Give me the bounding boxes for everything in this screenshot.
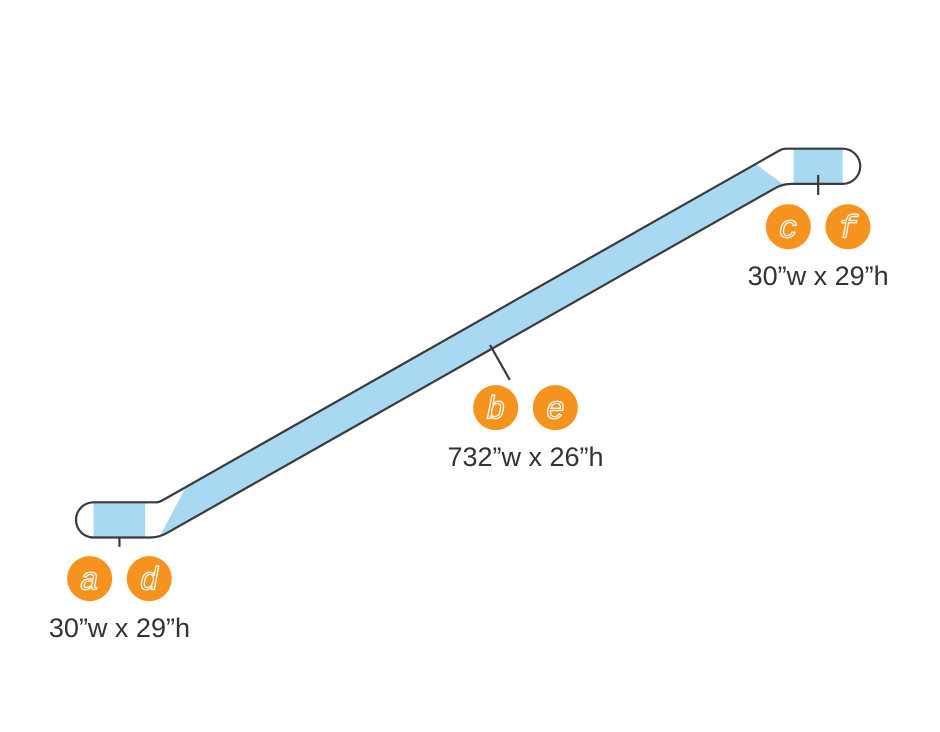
svg-text:732”w x 26”h: 732”w x 26”h [447,442,603,472]
svg-text:30”w x 29”h: 30”w x 29”h [49,613,190,643]
svg-text:c: c [779,211,798,248]
svg-text:f: f [838,211,858,248]
svg-text:b: b [486,392,505,429]
svg-text:a: a [80,563,99,600]
svg-text:e: e [546,392,565,429]
svg-text:d: d [140,563,160,600]
svg-text:30”w x 29”h: 30”w x 29”h [748,261,889,291]
